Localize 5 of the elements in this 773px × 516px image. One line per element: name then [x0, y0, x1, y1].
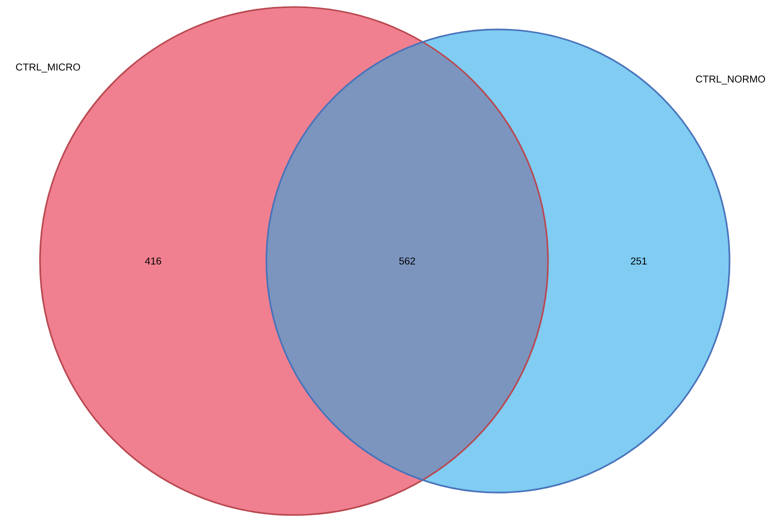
data-label: 251 — [630, 257, 647, 265]
data-label: 562 — [399, 257, 416, 265]
data-label: 416 — [145, 257, 162, 265]
text: CTRL_MICRO — [16, 64, 80, 72]
text: CTRL_NORMO — [696, 76, 765, 84]
